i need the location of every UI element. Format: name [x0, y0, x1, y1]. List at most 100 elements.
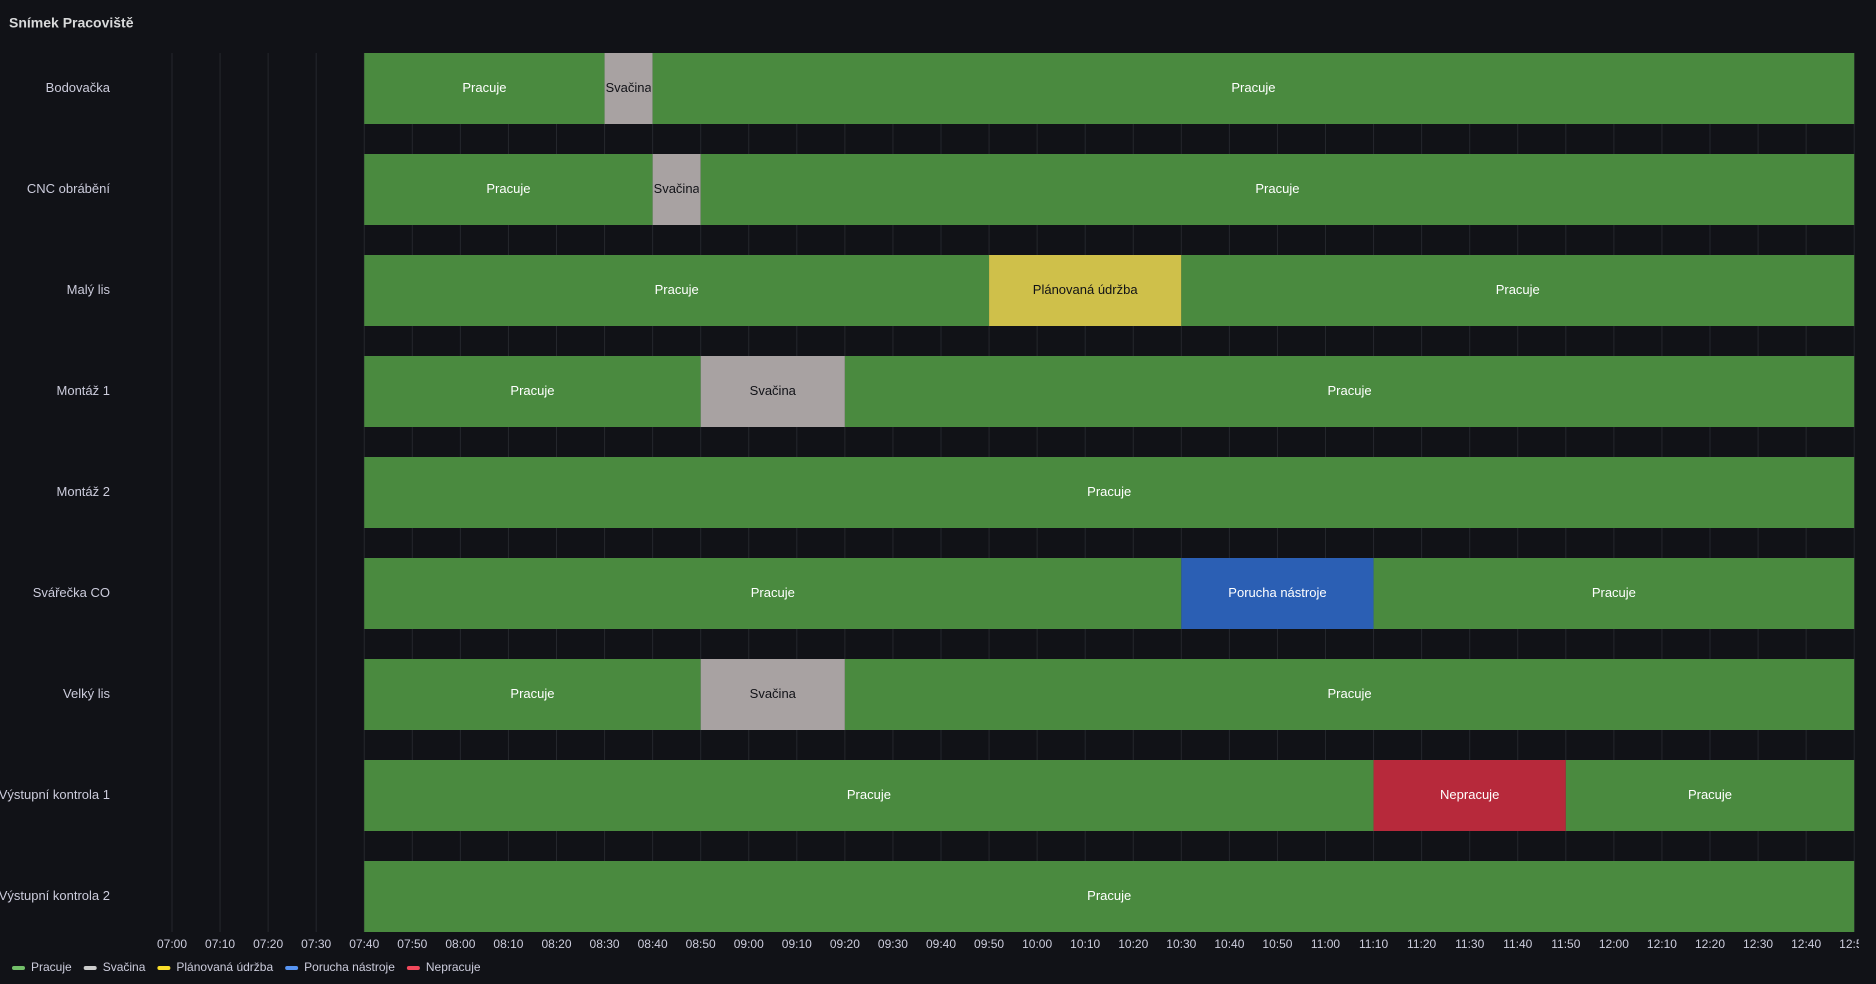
x-tick-label: 08:40 — [638, 937, 668, 951]
segment-label: Pracuje — [1327, 383, 1371, 398]
state-segment — [364, 457, 1855, 528]
legend-swatch — [12, 966, 25, 970]
x-tick-label: 07:10 — [205, 937, 235, 951]
x-tick-label: 08:30 — [590, 937, 620, 951]
x-tick-label: 11:40 — [1503, 937, 1532, 951]
segment-label: Svačina — [605, 80, 652, 95]
segment-label: Svačina — [654, 181, 701, 196]
state-segment — [844, 356, 1855, 427]
x-tick-label: 10:50 — [1262, 937, 1292, 951]
legend-swatch — [406, 966, 420, 970]
segment-label: Pracuje — [1255, 181, 1299, 196]
x-tick-label: 11:20 — [1407, 937, 1436, 951]
segment-label: Svačina — [750, 383, 797, 398]
state-segment — [364, 356, 701, 427]
segment-label: Pracuje — [486, 181, 530, 196]
x-tick-label: 12:50 — [1839, 937, 1869, 951]
x-tick-label: 11:00 — [1311, 937, 1340, 951]
state-segment — [364, 659, 701, 730]
x-tick-label: 12:20 — [1695, 937, 1725, 951]
state-segment — [364, 154, 653, 225]
row-label: Bodovačka — [46, 80, 111, 95]
segment-label: Pracuje — [1496, 282, 1540, 297]
row-label: Výstupní kontrola 2 — [0, 888, 110, 903]
x-tick-label: 08:20 — [541, 937, 571, 951]
state-segment — [652, 53, 1855, 124]
row-label: Montáž 2 — [57, 484, 110, 499]
segment-label: Pracuje — [462, 80, 506, 95]
x-tick-label: 11:50 — [1551, 937, 1580, 951]
x-tick-label: 07:30 — [301, 937, 331, 951]
x-tick-label: 07:00 — [157, 937, 187, 951]
row-label: Svářečka CO — [33, 585, 110, 600]
x-tick-label: 09:20 — [830, 937, 860, 951]
x-tick-label: 10:20 — [1118, 937, 1148, 951]
segment-label: Pracuje — [1688, 787, 1732, 802]
x-tick-label: 09:50 — [974, 937, 1004, 951]
x-tick-label: 12:30 — [1743, 937, 1773, 951]
segment-label: Pracuje — [1592, 585, 1636, 600]
row-label: CNC obrábění — [27, 181, 110, 196]
legend-swatch — [157, 966, 171, 970]
legend-label: Plánovaná údržba — [176, 960, 273, 974]
segment-label: Pracuje — [1087, 888, 1131, 903]
x-tick-label: 07:50 — [397, 937, 427, 951]
x-tick-label: 11:10 — [1359, 937, 1388, 951]
legend-swatch — [83, 966, 97, 970]
legend-label: Svačina — [103, 960, 146, 974]
state-segment — [364, 558, 1182, 629]
x-tick-label: 12:10 — [1647, 937, 1677, 951]
row-label: Montáž 1 — [57, 383, 110, 398]
x-tick-label: 08:00 — [445, 937, 475, 951]
state-segment — [700, 154, 1855, 225]
state-segment — [1373, 558, 1855, 629]
x-tick-label: 07:20 — [253, 937, 283, 951]
state-segment — [604, 53, 653, 124]
x-tick-label: 12:00 — [1599, 937, 1629, 951]
segment-label: Pracuje — [1231, 80, 1275, 95]
x-tick-label: 11:30 — [1455, 937, 1484, 951]
segment-label: Pracuje — [655, 282, 699, 297]
row-label: Malý lis — [67, 282, 111, 297]
state-segment — [1181, 558, 1374, 629]
segment-label: Porucha nástroje — [1228, 585, 1326, 600]
state-segment — [844, 659, 1855, 730]
segment-label: Pracuje — [847, 787, 891, 802]
x-tick-label: 12:40 — [1791, 937, 1821, 951]
x-tick-label: 07:40 — [349, 937, 379, 951]
state-segment — [364, 53, 605, 124]
segment-label: Nepracuje — [1440, 787, 1499, 802]
state-segment — [700, 659, 845, 730]
row-label: Výstupní kontrola 1 — [0, 787, 110, 802]
x-tick-label: 09:40 — [926, 937, 956, 951]
x-tick-label: 08:50 — [686, 937, 716, 951]
chart-title: Snímek Pracoviště — [9, 15, 134, 31]
segment-label: Svačina — [750, 686, 797, 701]
x-tick-label: 08:10 — [493, 937, 523, 951]
x-tick-label: 10:30 — [1166, 937, 1196, 951]
x-tick-label: 10:00 — [1022, 937, 1052, 951]
x-tick-label: 10:40 — [1214, 937, 1244, 951]
segment-label: Pracuje — [1327, 686, 1371, 701]
segment-label: Pracuje — [1087, 484, 1131, 499]
state-segment — [364, 861, 1855, 932]
state-segment — [1181, 255, 1855, 326]
state-segment — [1373, 760, 1566, 831]
legend-label: Nepracuje — [426, 960, 481, 974]
x-tick-label: 09:10 — [782, 937, 812, 951]
segment-label: Pracuje — [510, 383, 554, 398]
segment-label: Pracuje — [510, 686, 554, 701]
legend-swatch — [285, 966, 299, 970]
x-tick-label: 10:10 — [1070, 937, 1100, 951]
segment-label: Plánovaná údržba — [1033, 282, 1139, 297]
x-tick-label: 09:30 — [878, 937, 908, 951]
segment-label: Pracuje — [751, 585, 795, 600]
state-segment — [1565, 760, 1855, 831]
row-label: Velký lis — [63, 686, 110, 701]
state-segment — [364, 255, 990, 326]
state-segment — [700, 356, 845, 427]
legend-label: Pracuje — [31, 960, 72, 974]
legend-label: Porucha nástroje — [304, 960, 395, 974]
